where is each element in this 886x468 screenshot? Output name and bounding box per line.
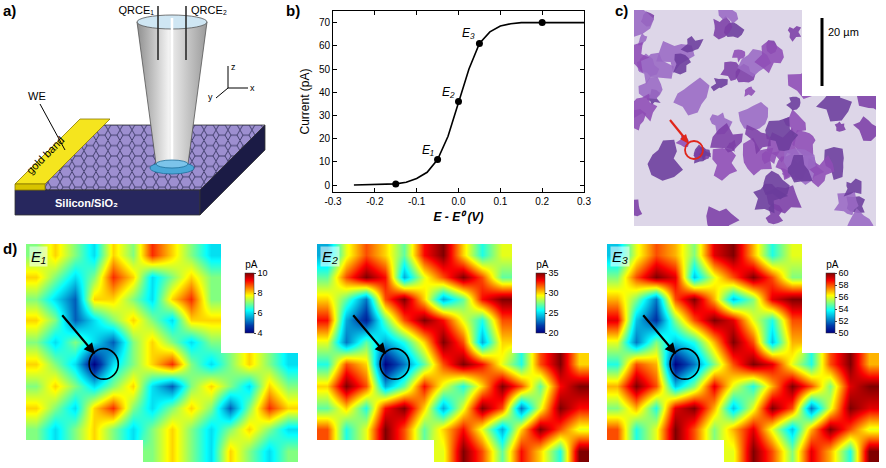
svg-text:0.3: 0.3: [577, 196, 591, 207]
svg-text:-0.3: -0.3: [324, 196, 342, 207]
html-text:b): b): [286, 2, 301, 19]
svg-text:60: 60: [839, 268, 849, 278]
svg-text:E₁: E₁: [422, 143, 434, 157]
html-text:a): a): [3, 2, 17, 19]
svg-text:E₂: E₂: [442, 85, 455, 99]
svg-text:30: 30: [319, 110, 331, 121]
svg-text:0.2: 0.2: [535, 196, 549, 207]
svg-text:E - E⁰ (V): E - E⁰ (V): [433, 210, 483, 224]
svg-text:y: y: [208, 92, 213, 102]
svg-text:50: 50: [319, 64, 331, 75]
svg-text:E₃: E₃: [462, 26, 475, 40]
svg-text:z: z: [231, 62, 236, 72]
html-text:c): c): [615, 2, 629, 19]
svg-text:50: 50: [839, 328, 849, 338]
svg-text:56: 56: [839, 292, 849, 302]
svg-text:E₁: E₁: [31, 248, 46, 265]
svg-text:E₂: E₂: [322, 248, 338, 265]
svg-text:58: 58: [839, 280, 849, 290]
svg-text:30: 30: [549, 288, 559, 298]
svg-text:0.1: 0.1: [493, 196, 507, 207]
svg-text:70: 70: [319, 17, 331, 28]
svg-text:pA: pA: [536, 259, 549, 270]
svg-text:10: 10: [319, 156, 331, 167]
svg-text:0.0: 0.0: [452, 196, 466, 207]
html-text:d): d): [3, 240, 18, 257]
svg-text:x: x: [250, 83, 255, 93]
svg-text:10: 10: [258, 268, 268, 278]
svg-text:40: 40: [319, 87, 331, 98]
svg-text:35: 35: [549, 268, 559, 278]
svg-text:25: 25: [549, 308, 559, 318]
svg-text:gold band: gold band: [23, 133, 67, 177]
svg-text:20 µm: 20 µm: [828, 26, 859, 38]
svg-text:52: 52: [839, 316, 849, 326]
svg-text:8: 8: [258, 288, 263, 298]
svg-text:20: 20: [319, 133, 331, 144]
svg-text:pA: pA: [245, 259, 258, 270]
svg-text:Current (pA): Current (pA): [298, 68, 312, 134]
svg-text:54: 54: [839, 304, 849, 314]
svg-text:4: 4: [258, 328, 263, 338]
svg-text:E₃: E₃: [612, 248, 628, 265]
svg-text:-0.2: -0.2: [366, 196, 384, 207]
svg-text:QRCE₁: QRCE₁: [119, 4, 155, 16]
svg-text:QRCE₂: QRCE₂: [191, 4, 227, 16]
svg-text:pA: pA: [826, 259, 839, 270]
svg-text:6: 6: [258, 308, 263, 318]
svg-text:Silicon/SiO₂: Silicon/SiO₂: [55, 197, 118, 209]
svg-text:20: 20: [549, 328, 559, 338]
svg-text:WE: WE: [28, 90, 46, 102]
svg-text:-0.1: -0.1: [408, 196, 426, 207]
svg-text:0: 0: [324, 180, 330, 191]
svg-text:60: 60: [319, 40, 331, 51]
